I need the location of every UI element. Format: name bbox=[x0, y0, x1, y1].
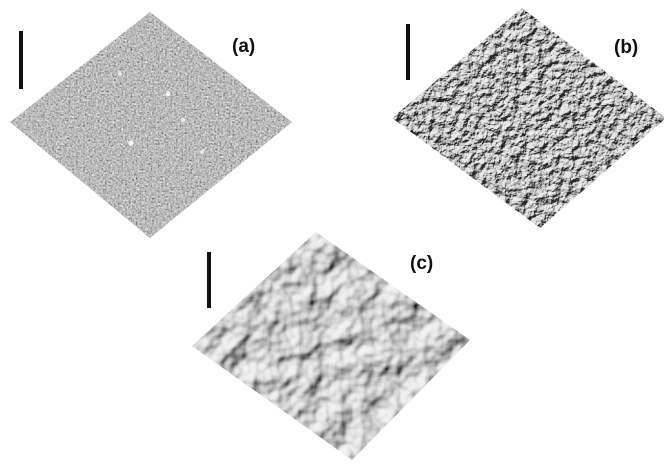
panel-label-a: (a) bbox=[232, 37, 255, 56]
scale-bar-a bbox=[19, 31, 23, 89]
panel-label-c: (c) bbox=[410, 254, 433, 273]
scale-bar-b bbox=[406, 24, 410, 80]
panel-label-b: (b) bbox=[614, 38, 638, 57]
scale-bar-c bbox=[207, 252, 211, 308]
